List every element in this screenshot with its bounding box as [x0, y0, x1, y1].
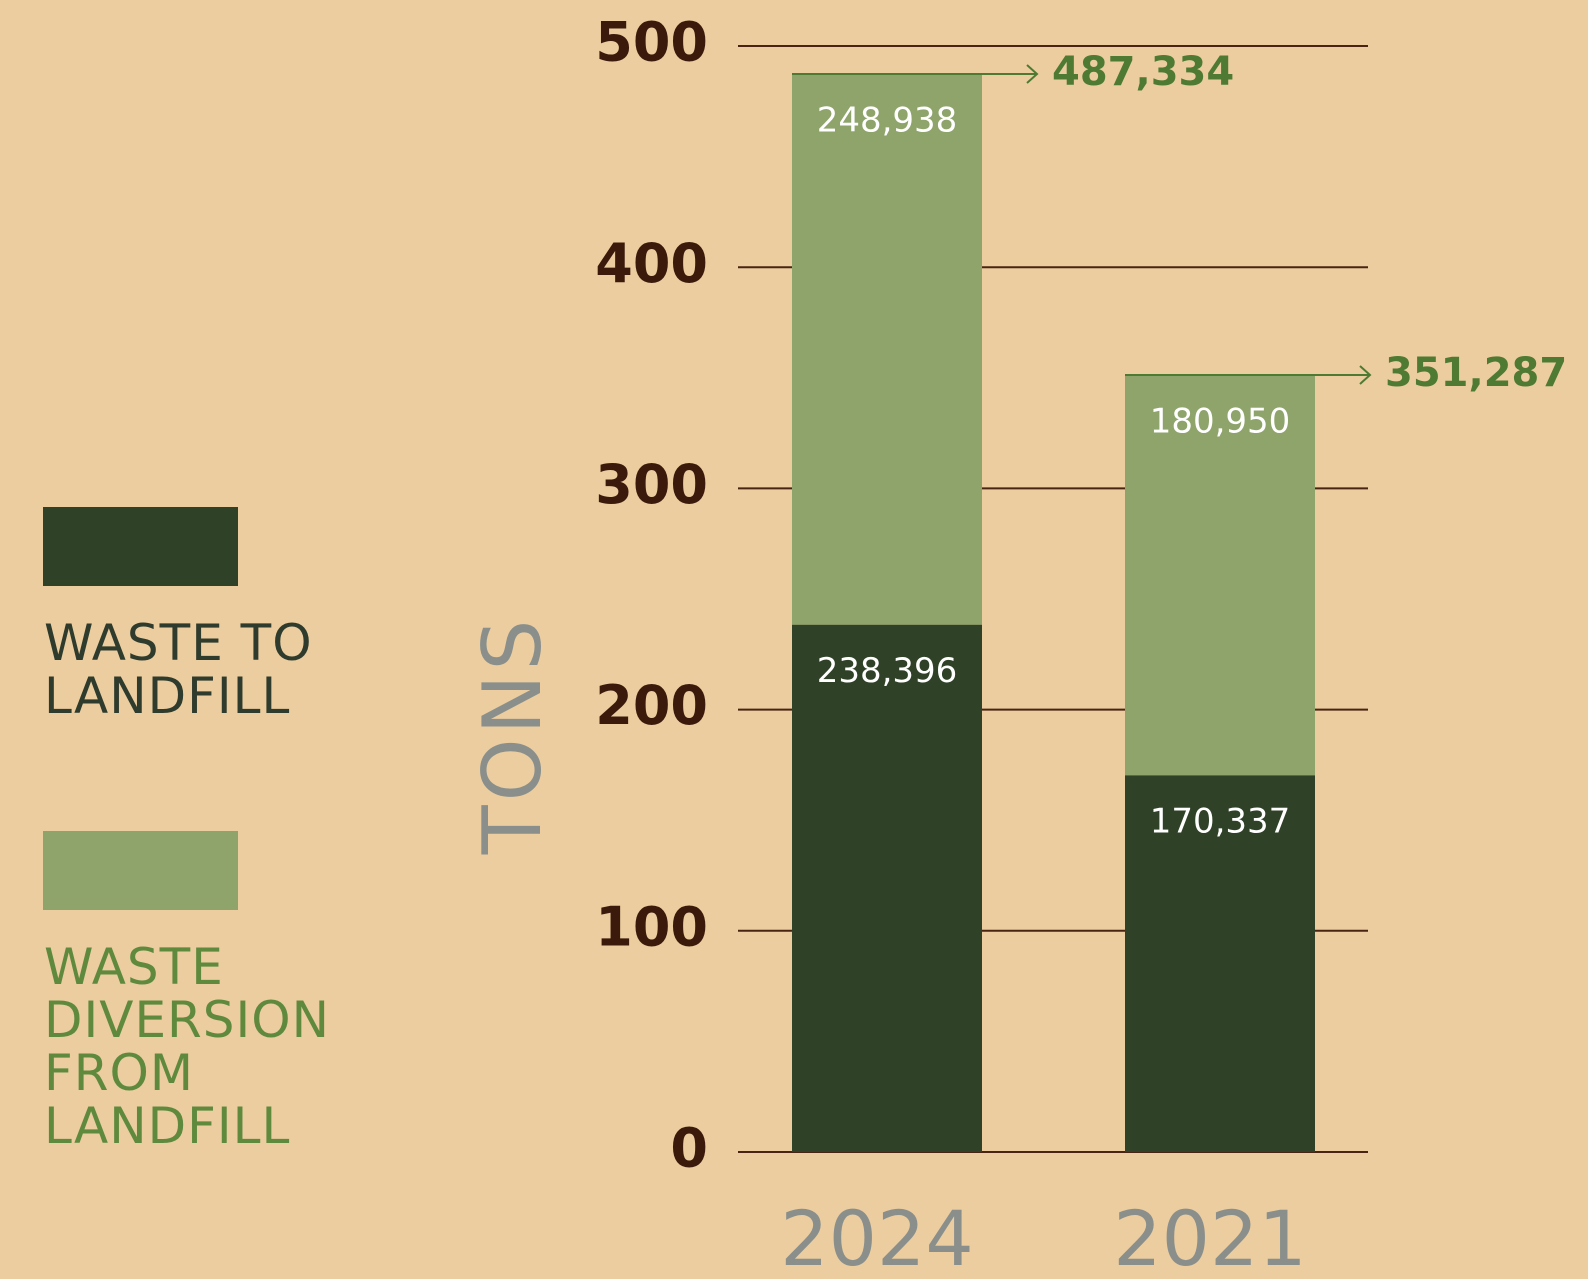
total-label: 487,334: [1052, 49, 1234, 95]
y-tick-label: 500: [595, 11, 708, 74]
y-tick-label: 200: [595, 674, 708, 737]
y-tick-label: 300: [595, 453, 708, 516]
total-arrow: [1125, 365, 1372, 385]
x-tick-label: 2021: [1113, 1194, 1306, 1279]
value-label: 180,950: [1150, 401, 1291, 441]
legend-label: WASTE TO LANDFILL: [44, 614, 313, 725]
y-tick-label: 100: [595, 895, 708, 958]
value-label: 170,337: [1150, 802, 1291, 842]
y-tick-label: 0: [670, 1117, 708, 1180]
total-label: 351,287: [1385, 350, 1567, 396]
value-label: 248,938: [817, 101, 958, 141]
legend-swatch: [43, 831, 238, 910]
value-label: 238,396: [817, 651, 958, 691]
bar-segment: [792, 624, 982, 1152]
legend-swatch: [43, 507, 238, 586]
x-tick-label: 2024: [780, 1194, 973, 1279]
bar-segment: [792, 74, 982, 625]
bar-segment: [1125, 775, 1315, 1152]
y-tick-label: 400: [595, 232, 708, 295]
bar-segment: [1125, 374, 1315, 776]
total-arrow: [792, 64, 1039, 84]
legend-label: WASTE DIVERSION FROM LANDFILL: [44, 938, 331, 1155]
y-axis-label: TONS: [466, 616, 559, 855]
